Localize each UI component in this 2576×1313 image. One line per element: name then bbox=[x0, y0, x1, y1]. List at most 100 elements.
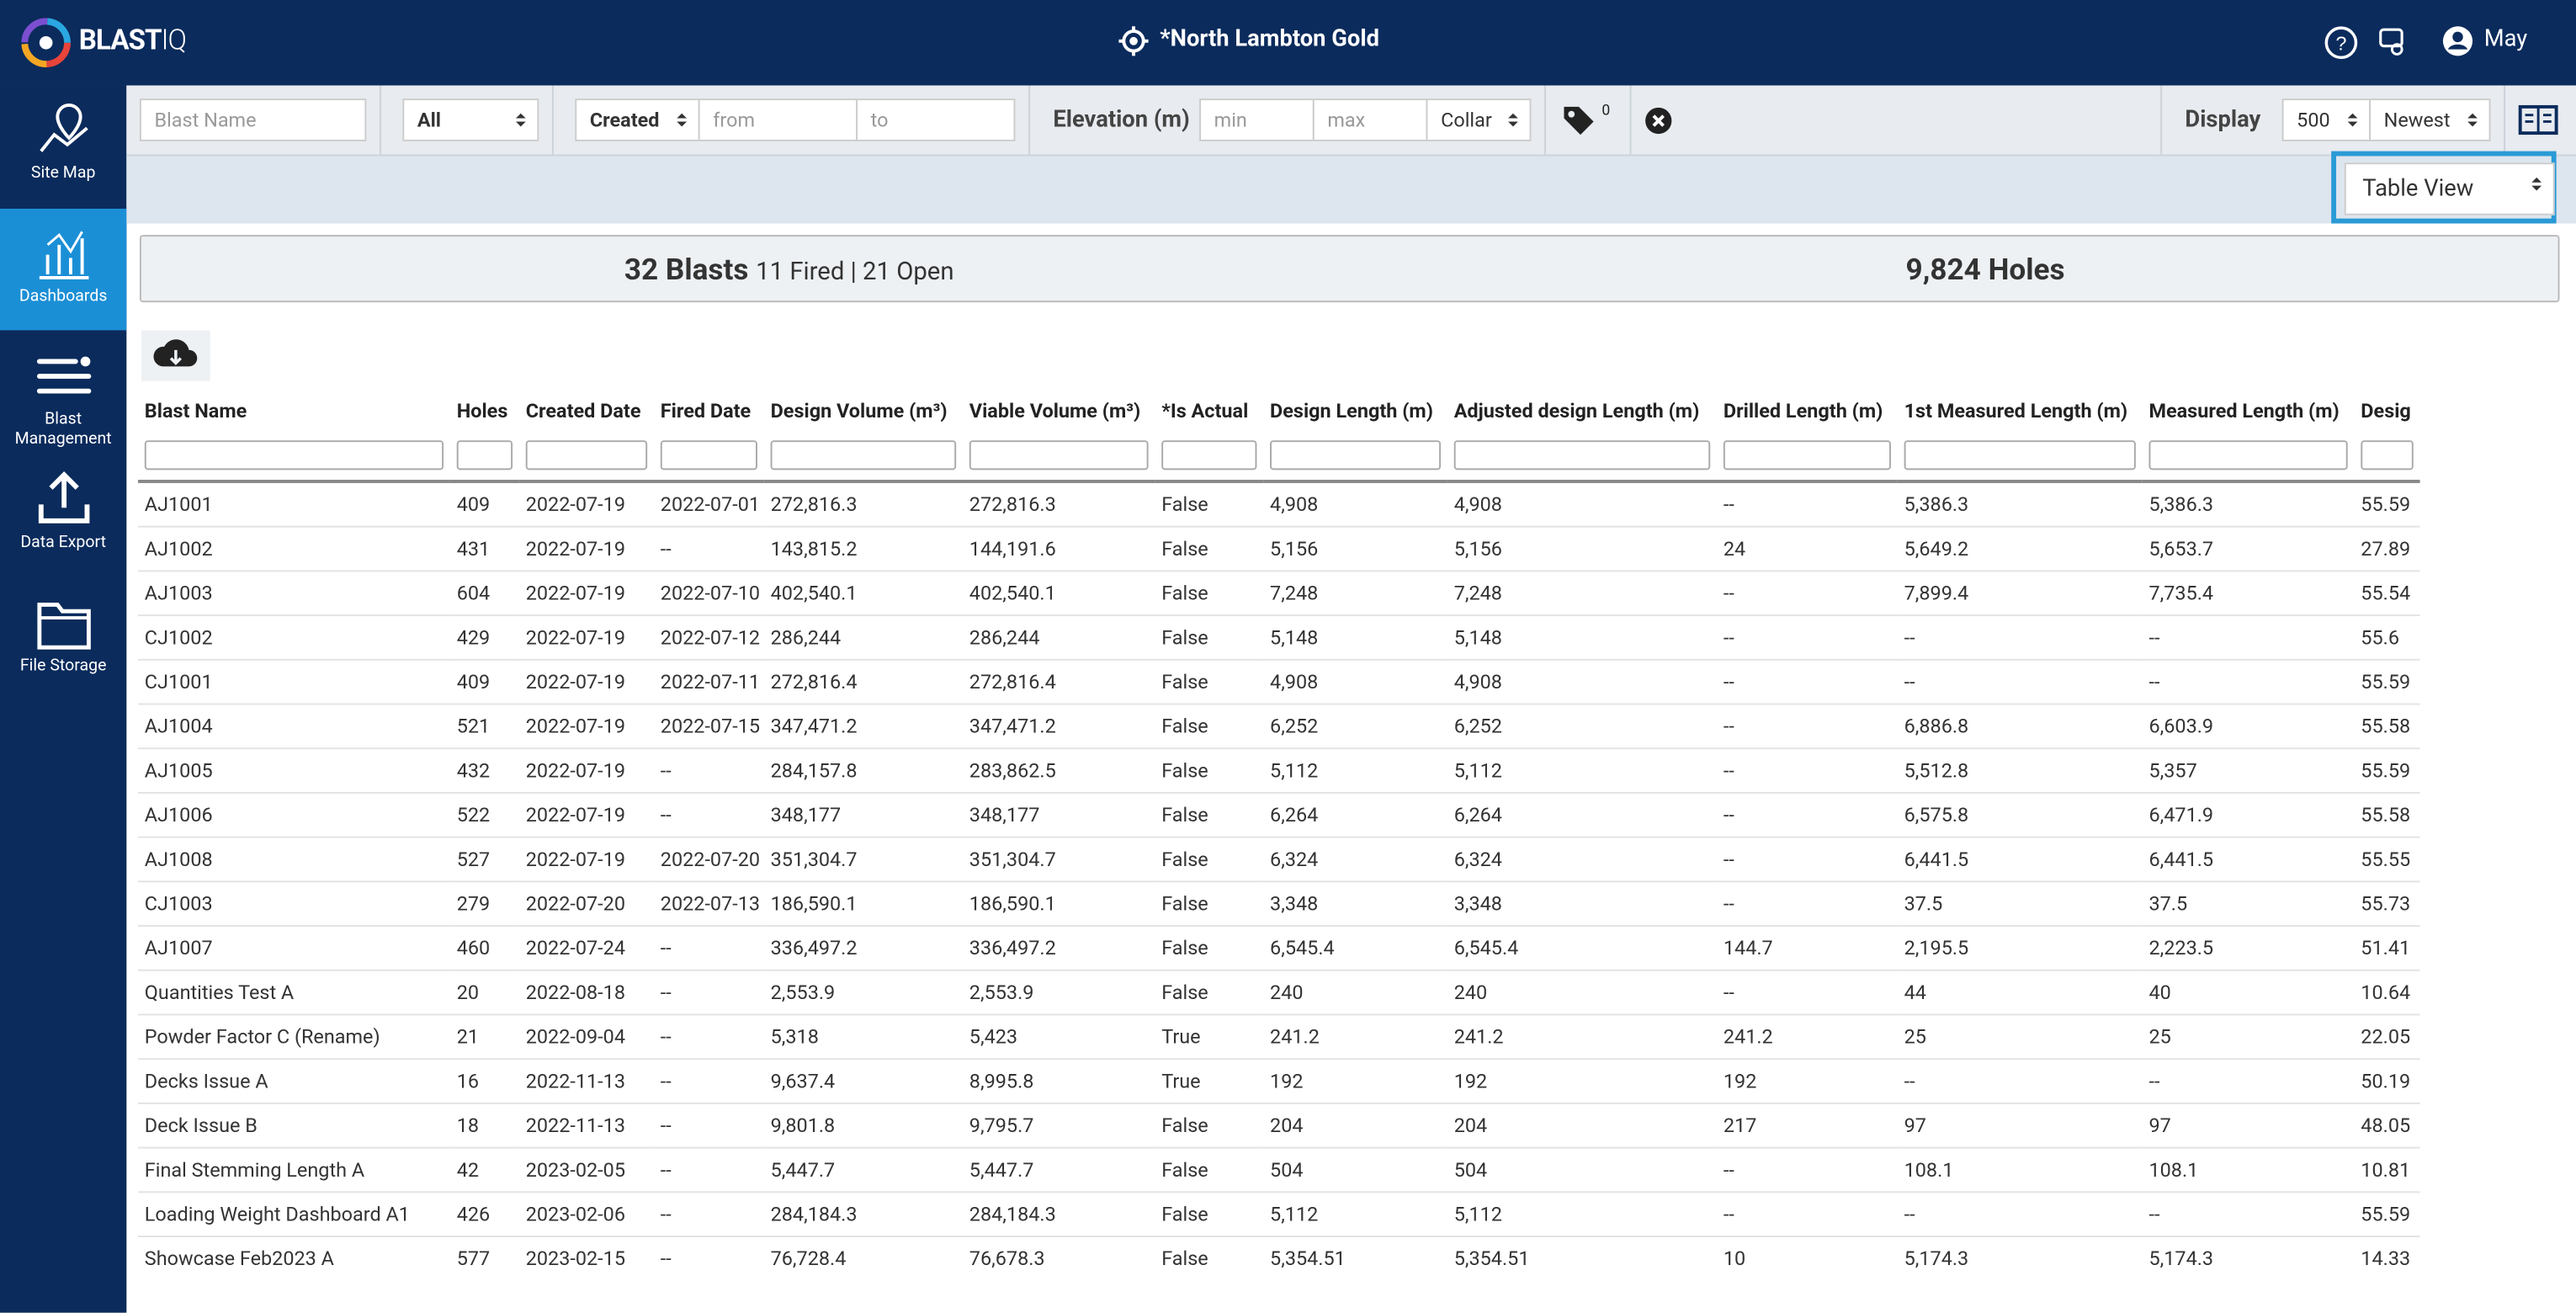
sort-select[interactable]: Newest bbox=[2369, 98, 2491, 141]
table-cell: 351,304.7 bbox=[763, 836, 963, 882]
table-cell: 2022-08-18 bbox=[518, 969, 654, 1015]
column-header[interactable]: Holes bbox=[456, 399, 508, 423]
column-filter[interactable] bbox=[969, 440, 1149, 470]
table-cell: -- bbox=[1717, 614, 1898, 660]
table-row[interactable]: AJ1004 521 2022-07-19 2022-07-15 347,471.2 34… bbox=[137, 703, 2420, 749]
table-cell: -- bbox=[2142, 614, 2355, 660]
table-row[interactable]: Quantities Test A 20 2022-08-18 -- 2,553.9 2,… bbox=[137, 969, 2420, 1015]
column-filter[interactable] bbox=[1161, 440, 1257, 470]
table-cell: 9,801.8 bbox=[763, 1102, 963, 1148]
table-row[interactable]: CJ1002 429 2022-07-19 2022-07-12 286,244 286,… bbox=[137, 614, 2420, 660]
table-row[interactable]: AJ1007 460 2022-07-24 -- 336,497.2 336,497.2 F… bbox=[137, 925, 2420, 970]
table-cell: 429 bbox=[449, 614, 519, 660]
logo-text: BLASTIQ bbox=[79, 24, 187, 57]
table-row[interactable]: Showcase Feb2023 A 577 2023-02-15 -- 76,728.… bbox=[137, 1236, 2420, 1280]
column-filter[interactable] bbox=[1270, 440, 1442, 470]
table-row[interactable]: Decks Issue A 16 2022-11-13 -- 9,637.4 8,995.… bbox=[137, 1058, 2420, 1103]
table-cell: 5,354.51 bbox=[1263, 1236, 1447, 1280]
elevation-ref-select[interactable]: Collar bbox=[1426, 98, 1532, 141]
table-row[interactable]: AJ1003 604 2022-07-19 2022-07-10 402,540.1 40… bbox=[137, 570, 2420, 616]
column-filter[interactable] bbox=[2361, 440, 2414, 470]
date-field-select[interactable]: Created bbox=[575, 98, 700, 141]
nav-item[interactable]: File Storage bbox=[0, 578, 126, 699]
table-row[interactable]: AJ1006 522 2022-07-19 -- 348,177 348,177 False… bbox=[137, 791, 2420, 837]
help-icon[interactable]: ? bbox=[2323, 24, 2359, 61]
column-header[interactable]: Viable Volume (m³) bbox=[969, 399, 1141, 423]
max-input[interactable]: max bbox=[1312, 98, 1428, 141]
column-header[interactable]: Created Date bbox=[525, 399, 641, 423]
table-row[interactable]: AJ1008 527 2022-07-19 2022-07-20 351,304.7 35… bbox=[137, 836, 2420, 882]
table-row[interactable]: Deck Issue B 18 2022-11-13 -- 9,801.8 9,795.7… bbox=[137, 1102, 2420, 1148]
column-header[interactable]: Drilled Length (m) bbox=[1723, 399, 1883, 423]
table-cell: CJ1002 bbox=[137, 614, 450, 660]
column-header[interactable]: Adjusted design Length (m) bbox=[1453, 399, 1700, 423]
to-input[interactable]: to bbox=[856, 98, 1016, 141]
clear-icon[interactable] bbox=[1644, 107, 1672, 135]
table-cell: Quantities Test A bbox=[137, 969, 450, 1015]
column-header[interactable]: Design Volume (m³) bbox=[770, 399, 948, 423]
table-cell: False bbox=[1155, 1191, 1264, 1237]
column-header[interactable]: Desig bbox=[2361, 399, 2411, 423]
column-filter[interactable] bbox=[1453, 440, 1711, 470]
table-cell: -- bbox=[653, 969, 764, 1015]
table-cell: 402,540.1 bbox=[962, 570, 1155, 616]
columns-icon[interactable] bbox=[2517, 102, 2560, 138]
table-cell: 8,995.8 bbox=[962, 1058, 1155, 1103]
column-header[interactable]: Blast Name bbox=[144, 399, 247, 423]
column-filter[interactable] bbox=[456, 440, 513, 470]
column-filter[interactable] bbox=[1904, 440, 2136, 470]
table-row[interactable]: AJ1001 409 2022-07-19 2022-07-01 272,816.3 27… bbox=[137, 481, 2420, 527]
column-filter[interactable] bbox=[2148, 440, 2348, 470]
nav-item[interactable]: Dashboards bbox=[0, 208, 127, 331]
table-row[interactable]: AJ1002 431 2022-07-19 -- 143,815.2 144,191.6 F… bbox=[137, 525, 2420, 571]
table-cell: 6,545.4 bbox=[1263, 925, 1447, 970]
display-count-select[interactable]: 500 bbox=[2281, 98, 2372, 141]
nav-item[interactable]: Data Export bbox=[0, 455, 126, 577]
table-row[interactable]: AJ1005 432 2022-07-19 -- 284,157.8 283,862.5 F… bbox=[137, 747, 2420, 793]
status-select[interactable]: All bbox=[402, 98, 539, 141]
table-cell: False bbox=[1155, 969, 1264, 1015]
table-cell: 2022-07-11 bbox=[653, 658, 764, 704]
table-row[interactable]: CJ1003 279 2022-07-20 2022-07-13 186,590.1 18… bbox=[137, 880, 2420, 927]
table-cell: 504 bbox=[1447, 1146, 1718, 1193]
column-filter[interactable] bbox=[1723, 440, 1891, 470]
table-cell: -- bbox=[2142, 658, 2355, 704]
column-filter[interactable] bbox=[660, 440, 757, 470]
table-row[interactable]: Final Stemming Length A 42 2023-02-05 -- 5,4… bbox=[137, 1146, 2420, 1193]
table-row[interactable]: Powder Factor C (Rename) 21 2022-09-04 -- 5,… bbox=[137, 1013, 2420, 1060]
table-cell: 577 bbox=[449, 1236, 519, 1280]
column-header[interactable]: 1st Measured Length (m) bbox=[1904, 399, 2128, 423]
table-cell: 5,148 bbox=[1447, 614, 1718, 660]
column-header[interactable]: Fired Date bbox=[660, 399, 752, 423]
column-header[interactable]: Measured Length (m) bbox=[2148, 399, 2340, 423]
feedback-icon[interactable] bbox=[2376, 24, 2412, 61]
download-button[interactable] bbox=[141, 330, 210, 381]
table-cell: 2022-11-13 bbox=[518, 1058, 654, 1103]
column-filter[interactable] bbox=[525, 440, 648, 470]
table-cell: 9,795.7 bbox=[962, 1102, 1155, 1148]
column-filter[interactable] bbox=[144, 440, 444, 470]
tag-count: 0 bbox=[1601, 103, 1611, 120]
view-select[interactable]: Table View bbox=[2344, 162, 2555, 215]
column-header[interactable]: Design Length (m) bbox=[1270, 399, 1433, 423]
nav-item[interactable]: Blast Management bbox=[0, 332, 126, 453]
column-filter[interactable] bbox=[770, 440, 957, 470]
table-row[interactable]: Loading Weight Dashboard A1 426 2023-02-06… bbox=[137, 1191, 2420, 1237]
tag-icon[interactable] bbox=[1561, 102, 1597, 138]
column-header[interactable]: *Is Actual bbox=[1161, 399, 1249, 423]
table-cell: 2022-07-19 bbox=[518, 703, 654, 749]
user-icon[interactable] bbox=[2440, 23, 2476, 59]
table-cell: 283,862.5 bbox=[962, 747, 1155, 793]
table-cell: 2,223.5 bbox=[2142, 925, 2355, 970]
nav-item[interactable]: Site Map bbox=[0, 86, 126, 207]
blast-name-input[interactable]: Blast Name bbox=[139, 98, 367, 141]
top-bar: BLASTIQ *North Lambton Gold ? May bbox=[0, 0, 2576, 86]
table-cell: 5,174.3 bbox=[1897, 1236, 2143, 1280]
min-input[interactable]: min bbox=[1199, 98, 1315, 141]
from-input[interactable]: from bbox=[698, 98, 858, 141]
site-name[interactable]: *North Lambton Gold bbox=[1160, 26, 1379, 53]
table-cell: 27.89 bbox=[2354, 525, 2420, 571]
user-name[interactable]: May bbox=[2483, 26, 2528, 53]
table-row[interactable]: CJ1001 409 2022-07-19 2022-07-11 272,816.4 27… bbox=[137, 658, 2420, 704]
